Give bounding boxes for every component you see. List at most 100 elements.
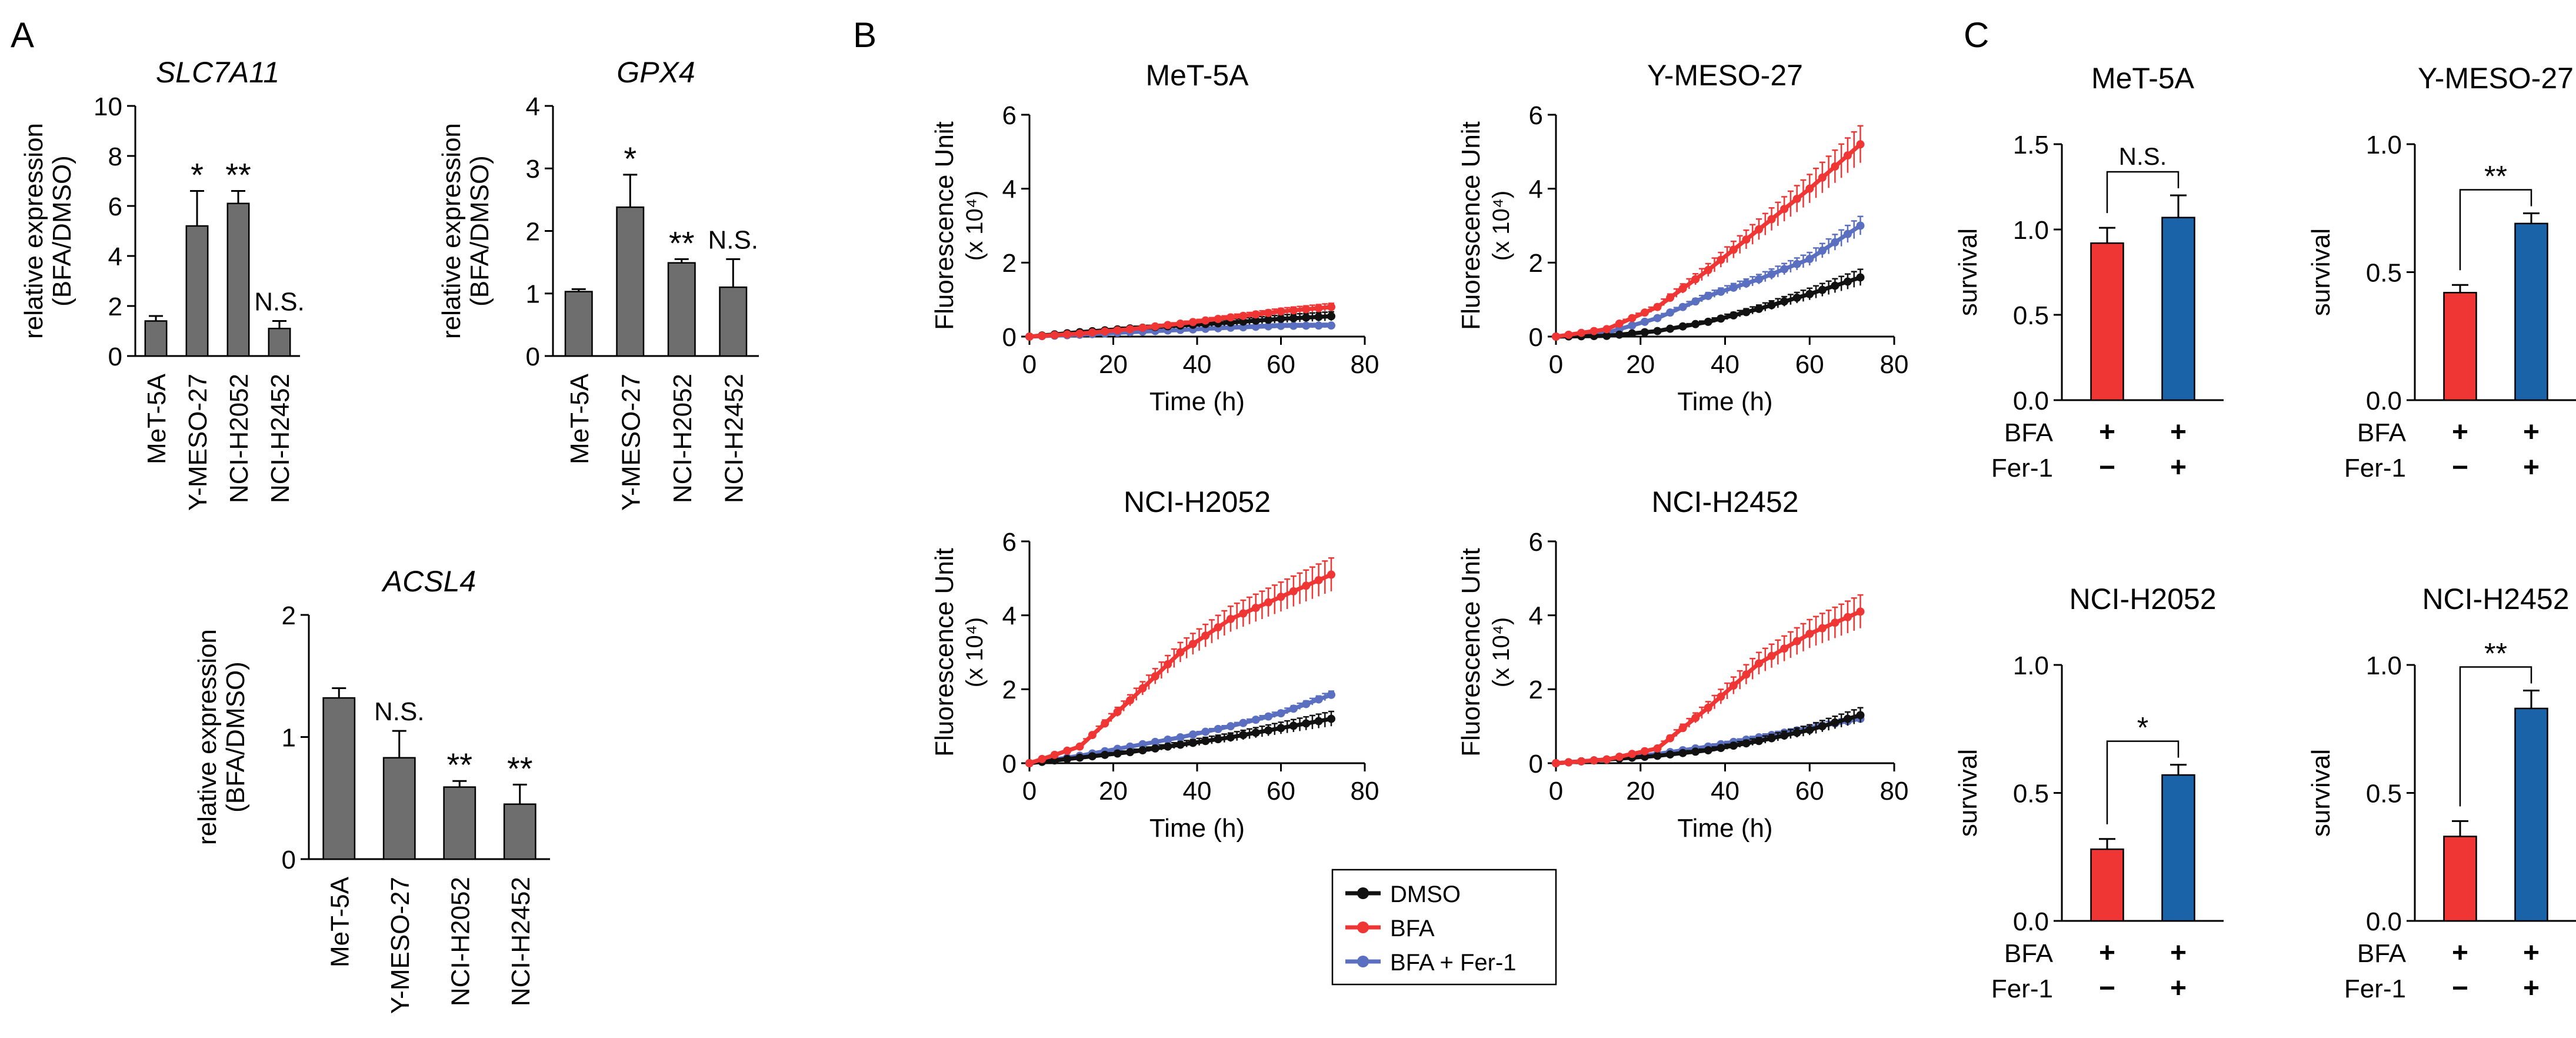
x-tick-label: 0 [1022,777,1037,806]
y-tick-label: 0 [282,846,296,874]
data-point [1188,318,1197,327]
significance-bracket [2106,740,2180,824]
bar [2161,774,2195,922]
data-point [1615,320,1624,328]
bar [2514,707,2548,922]
y-tick-label: 0.5 [2366,258,2402,287]
data-point [1075,329,1084,338]
data-point [1628,321,1637,330]
data-point [1742,235,1751,244]
data-point [1805,184,1814,193]
data-point [1314,304,1323,312]
chart-1: GPX4 relative expression (BFA/DMSO) 0 1 2 3 4 Me… [437,56,759,511]
data-point [1151,737,1159,746]
data-point [1101,327,1109,336]
bar [268,328,291,357]
data-point [1314,695,1323,704]
x-tick-label: 0 [1549,777,1563,806]
chart-title: MeT-5A [2091,62,2195,95]
data-point [1564,758,1573,767]
data-point [1188,730,1197,739]
data-point [1151,672,1159,681]
data-point [1289,704,1298,713]
data-point [1050,750,1059,759]
y-tick-label: 2 [282,601,296,630]
data-point [1780,205,1789,214]
data-point [1717,744,1725,753]
data-point [1188,640,1197,648]
data-point [1843,277,1852,286]
data-point [1264,322,1273,331]
data-point [1126,325,1134,334]
y-tick-label: 0.5 [2013,301,2049,330]
legend: DMSO BFA BFA + Fer-1 [1331,869,1557,986]
significance-label: N.S. [254,288,305,317]
data-point [1818,722,1827,731]
x-tick-label: 60 [1795,350,1824,379]
data-point [1176,733,1185,742]
data-point [1201,316,1210,325]
chart-title: NCI-H2052 [1124,485,1271,518]
data-point [1818,246,1827,255]
y-tick-label: 1 [526,280,540,309]
y-tick-label: 0 [526,342,540,371]
bar [443,786,476,860]
data-point [1767,215,1776,224]
data-point [1577,328,1586,337]
data-point [1239,718,1248,727]
data-point [1327,714,1335,723]
data-point [1302,581,1311,590]
significance-bracket [2459,189,2532,271]
data-point [1264,598,1273,607]
x-tick-label: MeT-5A [142,373,171,464]
x-tick-label: MeT-5A [325,876,354,967]
data-point [1277,321,1285,330]
significance-label: * [624,140,636,177]
data-point [1831,281,1839,290]
data-point [1277,724,1285,733]
condition-sign: − [2099,973,2115,1004]
data-point [1780,265,1789,274]
data-point [1113,707,1122,716]
y-tick-label: 0.5 [2366,779,2402,808]
chart-title: Y-MESO-27 [2418,62,2574,95]
bar [2161,217,2195,401]
data-point [1577,757,1586,766]
y-tick-label: 6 [1529,528,1543,557]
data-point [1742,670,1751,679]
condition-sign: + [2099,417,2115,448]
data-point [1277,709,1285,718]
data-point [1666,294,1675,302]
y-axis-label: (BFA/DMSO) [465,155,494,307]
data-point [1025,759,1034,767]
data-point [1653,744,1662,753]
bar [2443,292,2477,401]
data-point [1628,750,1637,758]
data-point [1277,307,1285,316]
data-point [1653,327,1662,335]
bar [503,803,536,860]
y-axis-label: (x 10⁴) [1488,617,1514,687]
y-tick-label: 4 [1002,175,1017,204]
bar [2090,848,2124,922]
data-point [1063,746,1072,755]
data-point [1227,313,1235,322]
data-point [1805,630,1814,638]
bar [185,225,209,357]
bar [616,206,645,357]
data-point [1691,297,1700,306]
y-tick-label: 4 [1529,602,1543,631]
series-bfa-fer-1 [1025,690,1335,767]
data-point [1227,722,1235,731]
y-tick-label: 3 [526,155,540,184]
y-tick-label: 1.5 [2013,131,2049,159]
data-point [1176,320,1185,328]
series-line [1555,142,1862,339]
significance-label: N.S. [2119,142,2167,170]
legend-swatch-marker [1357,956,1369,967]
y-tick-label: 2 [1002,676,1017,704]
y-tick-label: 2 [526,217,540,246]
significance-bracket [2459,666,2532,807]
